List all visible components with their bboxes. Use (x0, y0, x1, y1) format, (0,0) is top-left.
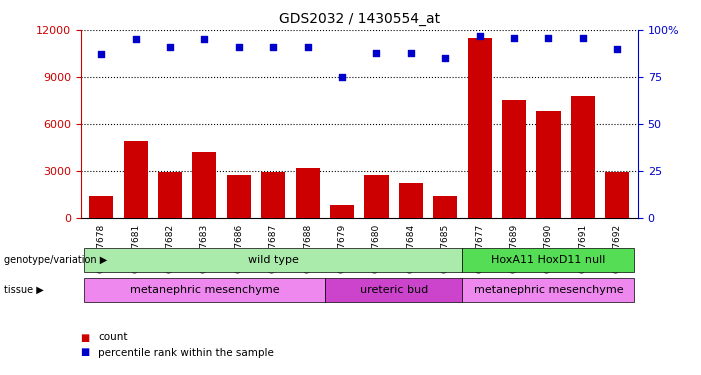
Point (371, 50, 382, 55)
Point (543, 34, 554, 40)
Text: ureteric bud: ureteric bud (360, 285, 428, 295)
Bar (330, 205, 354, 218)
Point (233, 44, 245, 50)
Point (165, 44, 176, 50)
Bar (296, 168, 320, 217)
Point (302, 44, 313, 50)
Point (130, 36, 142, 42)
Point (268, 44, 279, 50)
Point (405, 50, 416, 55)
Bar (536, 111, 561, 218)
Text: wild type: wild type (248, 255, 299, 265)
Bar (158, 172, 182, 217)
Text: count: count (98, 333, 128, 342)
Title: GDS2032 / 1430554_at: GDS2032 / 1430554_at (279, 12, 440, 26)
Text: ■: ■ (81, 348, 90, 357)
Bar (605, 172, 629, 217)
Point (474, 33, 485, 39)
Point (336, 74, 348, 80)
Point (508, 34, 519, 40)
Point (199, 36, 210, 42)
Point (440, 55, 451, 61)
Point (612, 46, 623, 52)
Bar (502, 100, 526, 218)
Text: ■: ■ (81, 333, 90, 342)
Text: percentile rank within the sample: percentile rank within the sample (98, 348, 274, 357)
Bar (433, 196, 457, 217)
Bar (192, 152, 217, 217)
Bar (365, 176, 388, 217)
Text: genotype/variation ▶: genotype/variation ▶ (4, 255, 107, 265)
Bar (123, 141, 148, 218)
Bar (399, 183, 423, 218)
Bar (227, 176, 251, 217)
Text: HoxA11 HoxD11 null: HoxA11 HoxD11 null (491, 255, 606, 265)
Bar (89, 196, 114, 217)
Point (577, 34, 588, 40)
Text: metanephric mesenchyme: metanephric mesenchyme (130, 285, 279, 295)
Point (95, 51, 107, 57)
Text: tissue ▶: tissue ▶ (4, 285, 43, 295)
Text: metanephric mesenchyme: metanephric mesenchyme (474, 285, 623, 295)
Bar (571, 96, 595, 218)
Bar (261, 172, 285, 217)
Bar (468, 38, 491, 218)
